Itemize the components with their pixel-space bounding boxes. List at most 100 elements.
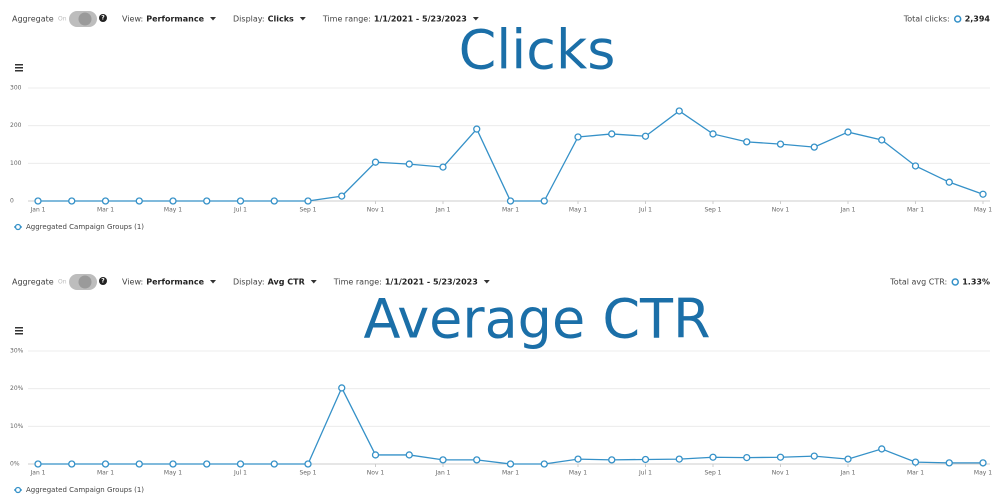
- help-text: ?: [101, 15, 105, 22]
- data-point: [540, 460, 548, 468]
- x-tick-label: Mar 1: [907, 470, 924, 477]
- y-tick-label: 10%: [10, 423, 24, 430]
- data-point: [169, 197, 177, 205]
- toggle-knob[interactable]: [78, 12, 92, 26]
- data-point: [641, 455, 650, 464]
- y-tick-label: 300: [10, 85, 22, 92]
- legend-label[interactable]: Aggregated Campaign Groups (1): [26, 223, 144, 231]
- x-tick-label: Nov 1: [772, 470, 790, 477]
- data-point: [506, 197, 515, 205]
- data-point: [270, 197, 278, 205]
- dropdown-caret[interactable]: [310, 280, 317, 284]
- x-tick-label: Mar 1: [907, 207, 924, 214]
- data-point: [101, 197, 110, 205]
- display-label: Display:: [233, 278, 265, 287]
- toggle-label: On: [58, 279, 67, 286]
- data-point: [169, 460, 177, 468]
- help-icon[interactable]: [99, 14, 107, 22]
- data-point: [945, 178, 953, 186]
- view-label: View:: [122, 278, 143, 287]
- dropdown-caret[interactable]: [472, 17, 479, 21]
- x-tick-label: Jan 1: [435, 470, 451, 477]
- view-value[interactable]: Performance: [146, 15, 204, 24]
- data-point: [439, 456, 447, 464]
- x-tick-label: Jan 1: [840, 470, 856, 477]
- data-point: [371, 451, 380, 459]
- menu-icon-bar[interactable]: [15, 64, 23, 66]
- data-point: [405, 451, 413, 459]
- legend-marker[interactable]: [14, 223, 22, 231]
- menu-icon-bar[interactable]: [15, 67, 23, 69]
- menu-icon-bar[interactable]: [15, 327, 23, 329]
- total-marker: [951, 278, 959, 286]
- x-tick-label: Mar 1: [502, 470, 519, 477]
- data-point: [34, 460, 42, 468]
- dropdown-caret[interactable]: [299, 17, 306, 21]
- data-point: [439, 163, 447, 171]
- total-value: 2,394: [965, 15, 991, 24]
- y-tick-label: 200: [10, 122, 22, 129]
- display-value[interactable]: Clicks: [268, 15, 294, 24]
- data-point: [911, 162, 920, 170]
- x-tick-label: Jan 1: [435, 207, 451, 214]
- dropdown-caret[interactable]: [210, 17, 217, 21]
- total-label: Total clicks:: [903, 15, 950, 24]
- x-tick-label: May 1: [974, 207, 992, 214]
- data-point: [101, 460, 110, 468]
- y-tick-label: 0: [10, 198, 14, 205]
- data-point: [709, 453, 717, 461]
- dropdown-caret[interactable]: [210, 280, 217, 284]
- x-tick-label: Nov 1: [772, 207, 790, 214]
- x-tick-label: Jul 1: [233, 470, 247, 477]
- range-value[interactable]: 1/1/2021 - 5/23/2023: [374, 15, 467, 24]
- menu-icon-bar[interactable]: [15, 333, 23, 335]
- data-point: [608, 456, 616, 464]
- y-tick-label: 0%: [10, 461, 20, 468]
- x-tick-label: Sep 1: [704, 470, 721, 477]
- data-point: [34, 197, 42, 205]
- data-point: [371, 158, 380, 166]
- x-tick-label: May 1: [164, 470, 182, 477]
- data-point: [810, 143, 818, 151]
- data-point: [574, 455, 582, 463]
- legend-label[interactable]: Aggregated Campaign Groups (1): [26, 486, 144, 494]
- toggle-label: On: [58, 16, 67, 23]
- legend-marker[interactable]: [14, 486, 22, 494]
- data-point: [473, 456, 481, 464]
- range-label: Time range:: [333, 278, 382, 287]
- data-point: [203, 460, 211, 468]
- data-point: [338, 192, 346, 200]
- data-point: [135, 460, 143, 468]
- display-value[interactable]: Avg CTR: [268, 278, 305, 287]
- aggregate-label: Aggregate: [12, 15, 54, 24]
- x-tick-label: Sep 1: [704, 207, 721, 214]
- x-tick-label: Sep 1: [299, 207, 316, 214]
- menu-icon-bar[interactable]: [15, 330, 23, 332]
- data-point: [641, 132, 650, 140]
- range-label: Time range:: [322, 15, 371, 24]
- x-tick-label: Mar 1: [502, 207, 519, 214]
- total-value: 1.33%: [962, 278, 990, 287]
- x-tick-label: May 1: [569, 207, 587, 214]
- x-tick-label: Jan 1: [30, 470, 46, 477]
- y-tick-label: 20%: [10, 385, 24, 392]
- view-value[interactable]: Performance: [146, 278, 204, 287]
- data-point: [304, 197, 312, 205]
- menu-icon-bar[interactable]: [15, 70, 23, 72]
- help-icon[interactable]: [99, 277, 107, 285]
- series-line: [38, 110, 984, 202]
- toggle-knob[interactable]: [78, 275, 92, 289]
- data-point: [743, 138, 751, 146]
- data-point: [304, 460, 312, 468]
- data-point: [203, 197, 211, 205]
- x-tick-label: Jan 1: [840, 207, 856, 214]
- data-point: [540, 197, 548, 205]
- data-point: [844, 455, 852, 463]
- chart-title: Average CTR: [363, 288, 710, 351]
- range-value[interactable]: 1/1/2021 - 5/23/2023: [385, 278, 478, 287]
- data-point: [236, 197, 245, 205]
- data-point: [68, 197, 76, 205]
- data-point: [506, 460, 515, 468]
- data-point: [776, 140, 785, 148]
- dropdown-caret[interactable]: [483, 280, 490, 284]
